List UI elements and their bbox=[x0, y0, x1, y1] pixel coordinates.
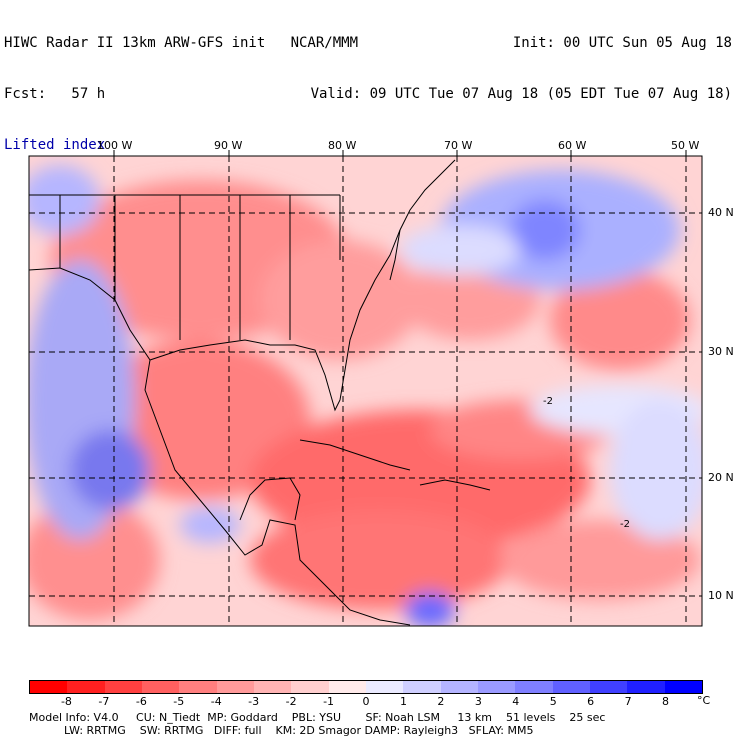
colorbar-swatch bbox=[515, 681, 553, 693]
colorbar-tick-label: -6 bbox=[135, 695, 147, 708]
lat-label: 40 N bbox=[708, 206, 734, 219]
colorbar-swatch bbox=[589, 681, 628, 693]
colorbar-swatch bbox=[365, 681, 404, 693]
colorbar-tick-label: 7 bbox=[624, 695, 632, 708]
lat-label: 30 N bbox=[708, 345, 734, 358]
colorbar-tick-label: 1 bbox=[399, 695, 407, 708]
colorbar-swatch bbox=[179, 681, 217, 693]
valid-time: Valid: 09 UTC Tue 07 Aug 18 (05 EDT Tue … bbox=[310, 86, 732, 102]
contour-label: -2 bbox=[543, 396, 553, 407]
graticule bbox=[29, 156, 702, 626]
colorbar-tick-label: 3 bbox=[474, 695, 482, 708]
colorbar-swatch bbox=[328, 681, 366, 693]
header-right: Init: 00 UTC Sun 05 Aug 18 Valid: 09 UTC… bbox=[311, 1, 732, 120]
colorbar-tick-label: 8 bbox=[662, 695, 670, 708]
forecast-hour: Fcst: 57 h bbox=[4, 86, 106, 102]
colorbar-swatch bbox=[253, 681, 292, 693]
init-time: Init: 00 UTC Sun 05 Aug 18 bbox=[512, 35, 732, 51]
lat-label: 20 N bbox=[708, 471, 734, 484]
colorbar-tick-label: 2 bbox=[437, 695, 445, 708]
colorbar-tick-label: 6 bbox=[587, 695, 595, 708]
lon-label: 100 W bbox=[97, 139, 133, 152]
coastlines bbox=[29, 159, 491, 626]
colorbar-tick-label: -4 bbox=[210, 695, 222, 708]
colorbar-tick-label: 4 bbox=[512, 695, 520, 708]
colorbar-swatch bbox=[104, 681, 142, 693]
colorbar-swatch bbox=[30, 681, 68, 693]
model-info-line1: Model Info: V4.0 CU: N_Tiedt MP: Goddard… bbox=[29, 711, 606, 724]
colorbar-swatch bbox=[440, 681, 478, 693]
field-name: Lifted index bbox=[4, 137, 106, 153]
colorbar-swatch bbox=[67, 681, 105, 693]
colorbar-swatch bbox=[216, 681, 254, 693]
colorbar-swatch bbox=[664, 681, 702, 693]
lon-label: 80 W bbox=[328, 139, 357, 152]
model-info-line2: LW: RRTMG SW: RRTMG DIFF: full KM: 2D Sm… bbox=[29, 724, 534, 737]
lat-label: 10 N bbox=[708, 589, 734, 602]
lon-ticks bbox=[113, 150, 687, 156]
contour-label: -2 bbox=[620, 519, 630, 530]
lon-label: 60 W bbox=[558, 139, 587, 152]
colorbar-tick-label: -5 bbox=[173, 695, 185, 708]
lifted-index-field bbox=[29, 165, 702, 626]
colorbar-swatch bbox=[291, 681, 329, 693]
colorbar-unit: °C bbox=[697, 694, 711, 707]
colorbar-swatch bbox=[552, 681, 590, 693]
colorbar-swatch bbox=[477, 681, 516, 693]
colorbar-tick-label: -8 bbox=[60, 695, 72, 708]
colorbar-swatch bbox=[627, 681, 665, 693]
colorbar-tick-label: -7 bbox=[98, 695, 110, 708]
colorbar-tick-label: 5 bbox=[549, 695, 557, 708]
colorbar-swatch bbox=[141, 681, 180, 693]
colorbar bbox=[29, 680, 703, 694]
lon-label: 70 W bbox=[444, 139, 473, 152]
lon-label: 50 W bbox=[671, 139, 700, 152]
model-title: HIWC Radar II 13km ARW-GFS init NCAR/MMM bbox=[4, 35, 359, 51]
colorbar-swatch bbox=[403, 681, 441, 693]
header-left: HIWC Radar II 13km ARW-GFS init NCAR/MMM… bbox=[4, 1, 358, 171]
colorbar-tick-label: 0 bbox=[362, 695, 370, 708]
colorbar-tick-label: -1 bbox=[323, 695, 335, 708]
lon-label: 90 W bbox=[214, 139, 243, 152]
colorbar-tick-label: -3 bbox=[248, 695, 260, 708]
map-frame bbox=[28, 155, 703, 627]
colorbar-tick-label: -2 bbox=[285, 695, 297, 708]
